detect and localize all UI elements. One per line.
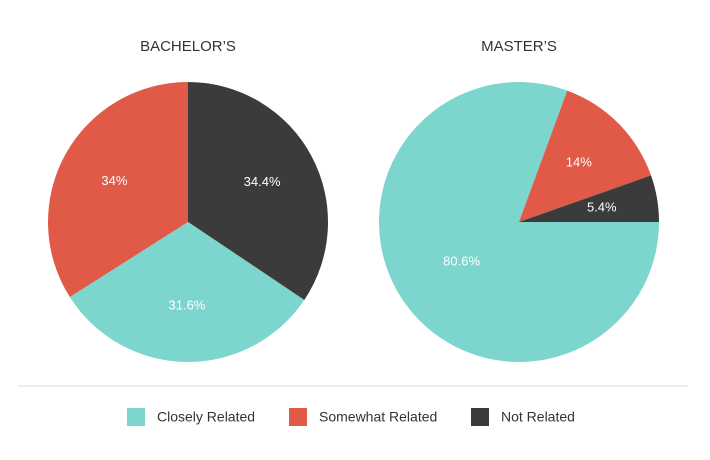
- slice-label: 34%: [101, 173, 127, 188]
- legend-label: Closely Related: [157, 409, 255, 425]
- pie-slice: [378, 81, 659, 362]
- slice-label: 80.6%: [443, 254, 480, 269]
- legend-label: Not Related: [501, 409, 575, 425]
- legend-swatch: [289, 408, 307, 426]
- pie-slice: [519, 175, 659, 222]
- legend-swatch: [127, 408, 145, 426]
- pie-title: MASTER’S: [481, 38, 557, 55]
- slice-label: 5.4%: [587, 199, 617, 214]
- slice-label: 31.6%: [169, 297, 206, 312]
- pie-slice: [69, 222, 305, 362]
- slice-label: 34.4%: [244, 174, 281, 189]
- slice-label: 14%: [566, 154, 592, 169]
- legend-label: Somewhat Related: [319, 409, 437, 425]
- pie-title: BACHELOR’S: [140, 38, 236, 55]
- pie-slice: [519, 90, 652, 222]
- legend-swatch: [471, 408, 489, 426]
- pie-slice: [188, 82, 328, 300]
- pie-slice: [48, 82, 188, 298]
